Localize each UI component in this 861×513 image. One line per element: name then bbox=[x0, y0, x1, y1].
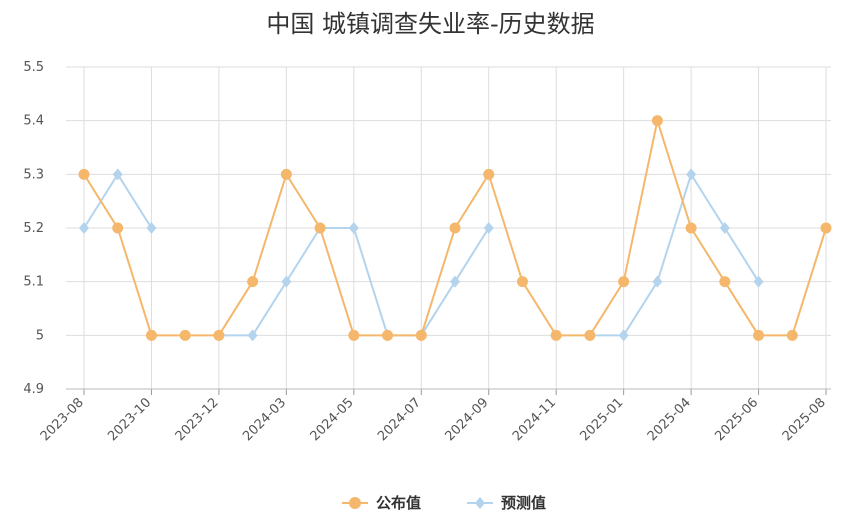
data-point-1 bbox=[112, 168, 123, 181]
x-tick-label: 2025-08 bbox=[780, 395, 829, 444]
data-point-1 bbox=[348, 222, 359, 234]
data-point-1 bbox=[618, 329, 629, 342]
y-tick-label: 4.9 bbox=[23, 382, 44, 397]
chart-title: 中国 城镇调查失业率-历史数据 bbox=[266, 10, 595, 38]
data-point-0 bbox=[179, 329, 191, 341]
data-point-0 bbox=[584, 329, 596, 341]
x-tick-label: 2024-05 bbox=[308, 395, 357, 444]
data-point-1 bbox=[281, 275, 292, 288]
x-tick-label: 2023-08 bbox=[38, 395, 87, 444]
data-point-0 bbox=[213, 329, 225, 341]
data-point-0 bbox=[247, 276, 259, 288]
data-point-0 bbox=[483, 168, 495, 180]
data-point-0 bbox=[820, 222, 832, 234]
data-point-0 bbox=[786, 329, 798, 341]
data-point-1 bbox=[79, 222, 89, 234]
data-point-0 bbox=[382, 329, 394, 341]
x-tick-label: 2024-09 bbox=[443, 395, 492, 444]
data-point-1 bbox=[753, 275, 764, 288]
x-tick-label: 2024-07 bbox=[375, 395, 424, 444]
data-point-0 bbox=[685, 222, 697, 234]
series-line-1 bbox=[589, 171, 760, 337]
y-tick-label: 5.2 bbox=[23, 221, 44, 236]
data-point-0 bbox=[145, 329, 157, 341]
data-point-0 bbox=[348, 329, 360, 341]
data-point-1 bbox=[247, 329, 258, 342]
legend-label-1: 预测值 bbox=[501, 494, 546, 512]
grid-layer bbox=[66, 66, 831, 390]
data-point-0 bbox=[112, 222, 124, 234]
data-point-0 bbox=[516, 276, 528, 288]
data-point-1 bbox=[450, 275, 460, 288]
series-line-1 bbox=[83, 172, 153, 229]
data-point-1 bbox=[146, 222, 157, 234]
data-point-0 bbox=[618, 276, 630, 288]
x-tick-label: 2025-06 bbox=[712, 395, 761, 444]
data-point-0 bbox=[314, 222, 326, 234]
x-tick-label: 2023-10 bbox=[105, 395, 154, 444]
x-tick-label: 2024-03 bbox=[240, 395, 289, 444]
y-tick-label: 5.1 bbox=[23, 275, 44, 290]
data-point-0 bbox=[78, 168, 90, 180]
data-point-0 bbox=[449, 222, 461, 234]
y-tick-label: 5.5 bbox=[23, 60, 44, 75]
x-tick-label: 2025-04 bbox=[645, 395, 694, 444]
y-tick-label: 5.4 bbox=[23, 114, 44, 129]
legend: 公布值 预测值 bbox=[342, 494, 546, 512]
data-point-0 bbox=[280, 168, 292, 180]
data-point-0 bbox=[550, 329, 562, 341]
data-point-0 bbox=[753, 329, 765, 341]
legend-label-0: 公布值 bbox=[376, 494, 421, 512]
x-tick-label: 2025-01 bbox=[577, 395, 626, 444]
data-point-1 bbox=[483, 222, 494, 234]
legend-marker-0 bbox=[349, 497, 361, 509]
series-layer bbox=[78, 115, 832, 342]
data-point-1 bbox=[719, 222, 730, 234]
data-point-1 bbox=[686, 168, 697, 181]
x-tick-label: 2024-11 bbox=[510, 395, 559, 444]
data-point-0 bbox=[719, 276, 731, 288]
x-tick-label: 2023-12 bbox=[173, 395, 222, 444]
data-point-0 bbox=[415, 329, 427, 341]
y-tick-label: 5.3 bbox=[23, 167, 44, 182]
legend-marker-1 bbox=[475, 497, 485, 509]
data-point-1 bbox=[652, 275, 663, 288]
data-point-0 bbox=[651, 115, 663, 127]
x-axis: 2023-08 2023-10 2023-12 2024-03 2024-05 2024-… bbox=[38, 388, 831, 444]
y-tick-label: 5 bbox=[36, 328, 44, 343]
y-axis: 4.9 5 5.1 5.2 5.3 5.4 5.5 bbox=[23, 60, 44, 397]
